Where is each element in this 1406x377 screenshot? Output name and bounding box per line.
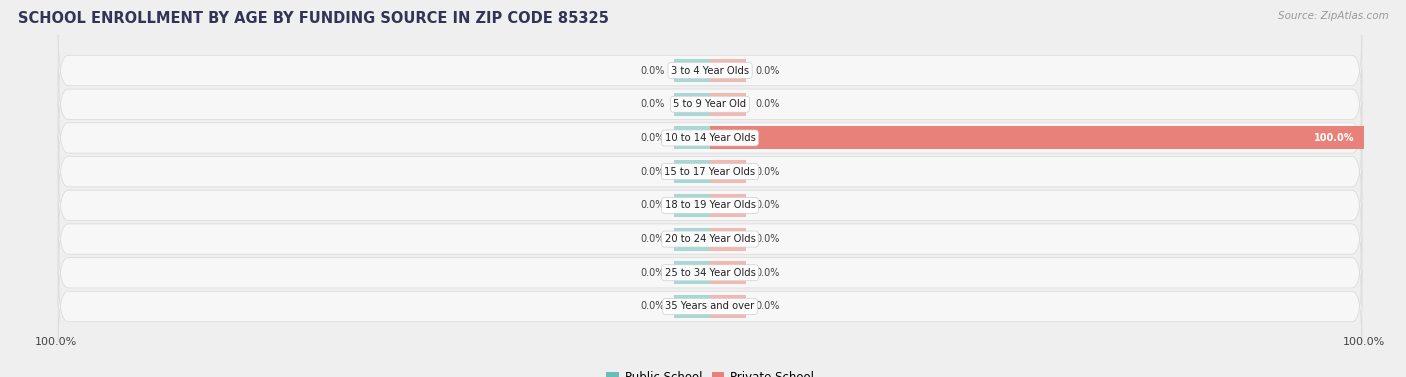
Text: 3 to 4 Year Olds: 3 to 4 Year Olds xyxy=(671,66,749,75)
Bar xyxy=(673,228,710,251)
Text: 0.0%: 0.0% xyxy=(756,234,780,244)
Bar xyxy=(710,59,747,82)
Bar xyxy=(710,228,747,251)
Text: 5 to 9 Year Old: 5 to 9 Year Old xyxy=(673,99,747,109)
Text: 0.0%: 0.0% xyxy=(640,66,664,75)
Text: 0.0%: 0.0% xyxy=(756,200,780,210)
Text: 0.0%: 0.0% xyxy=(640,200,664,210)
Bar xyxy=(673,59,710,82)
Bar xyxy=(673,160,710,183)
FancyBboxPatch shape xyxy=(58,69,1362,139)
Bar xyxy=(710,93,747,116)
Bar xyxy=(673,295,710,318)
FancyBboxPatch shape xyxy=(58,35,1362,106)
Text: 0.0%: 0.0% xyxy=(640,99,664,109)
Bar xyxy=(710,261,747,284)
FancyBboxPatch shape xyxy=(58,204,1362,274)
Bar xyxy=(710,126,1364,149)
Text: 0.0%: 0.0% xyxy=(640,268,664,278)
Text: 0.0%: 0.0% xyxy=(640,133,664,143)
Bar xyxy=(710,126,747,149)
Text: 0.0%: 0.0% xyxy=(640,302,664,311)
FancyBboxPatch shape xyxy=(58,136,1362,207)
Text: 0.0%: 0.0% xyxy=(756,302,780,311)
Bar xyxy=(710,194,747,217)
Text: SCHOOL ENROLLMENT BY AGE BY FUNDING SOURCE IN ZIP CODE 85325: SCHOOL ENROLLMENT BY AGE BY FUNDING SOUR… xyxy=(18,11,609,26)
Bar xyxy=(673,194,710,217)
Text: 0.0%: 0.0% xyxy=(640,234,664,244)
Text: 35 Years and over: 35 Years and over xyxy=(665,302,755,311)
Bar xyxy=(710,160,747,183)
FancyBboxPatch shape xyxy=(58,170,1362,241)
Text: 0.0%: 0.0% xyxy=(756,99,780,109)
Text: 0.0%: 0.0% xyxy=(756,268,780,278)
Bar xyxy=(673,126,710,149)
FancyBboxPatch shape xyxy=(58,271,1362,342)
FancyBboxPatch shape xyxy=(58,103,1362,173)
Text: 20 to 24 Year Olds: 20 to 24 Year Olds xyxy=(665,234,755,244)
Text: 0.0%: 0.0% xyxy=(756,167,780,177)
FancyBboxPatch shape xyxy=(58,238,1362,308)
Bar xyxy=(710,295,747,318)
Bar xyxy=(673,261,710,284)
Text: 100.0%: 100.0% xyxy=(1313,133,1354,143)
Legend: Public School, Private School: Public School, Private School xyxy=(600,366,820,377)
Text: 0.0%: 0.0% xyxy=(640,167,664,177)
Text: 0.0%: 0.0% xyxy=(756,66,780,75)
Text: Source: ZipAtlas.com: Source: ZipAtlas.com xyxy=(1278,11,1389,21)
Text: 15 to 17 Year Olds: 15 to 17 Year Olds xyxy=(665,167,755,177)
Text: 18 to 19 Year Olds: 18 to 19 Year Olds xyxy=(665,200,755,210)
Text: 10 to 14 Year Olds: 10 to 14 Year Olds xyxy=(665,133,755,143)
Text: 25 to 34 Year Olds: 25 to 34 Year Olds xyxy=(665,268,755,278)
Bar xyxy=(673,93,710,116)
